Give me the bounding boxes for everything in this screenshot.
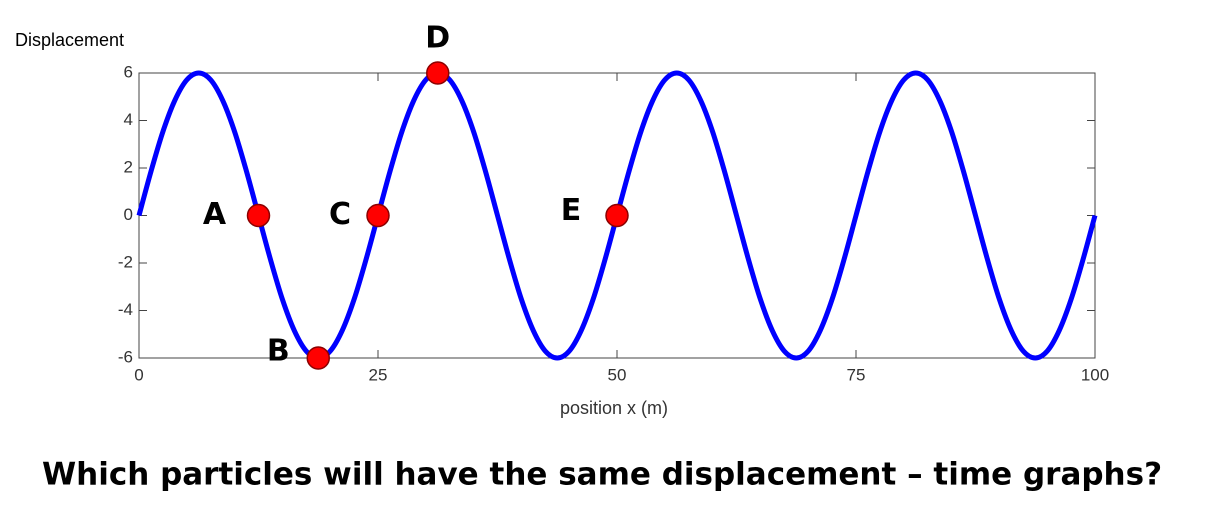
y-tick-label: -6 (118, 347, 133, 366)
x-tick-label: 100 (1081, 365, 1109, 384)
particle-label: B (267, 334, 290, 369)
x-tick-label: 25 (369, 365, 388, 384)
x-tick-label: 0 (134, 365, 143, 384)
y-tick-label: -4 (118, 300, 133, 319)
x-axis-label: position x (m) (560, 398, 668, 418)
particle-label: E (561, 193, 582, 228)
particle-label: A (203, 197, 227, 232)
y-tick-label: -2 (118, 252, 133, 271)
particle (605, 203, 629, 228)
particle (306, 346, 330, 370)
particle (366, 203, 390, 228)
y-tick-label: 4 (124, 110, 133, 129)
particle (246, 203, 271, 228)
y-tick-label: 6 (124, 62, 133, 81)
particle-label: C (329, 197, 351, 232)
y-tick-label: 2 (124, 157, 133, 176)
particle-label: D (425, 21, 450, 56)
x-tick-label: 50 (608, 365, 627, 384)
question: Which particles will have the same displ… (42, 457, 1162, 493)
x-tick-label: 75 (847, 365, 866, 384)
particle (426, 61, 450, 85)
y-tick-label: 0 (124, 205, 133, 224)
y-axis-label: Displacement (15, 30, 124, 50)
